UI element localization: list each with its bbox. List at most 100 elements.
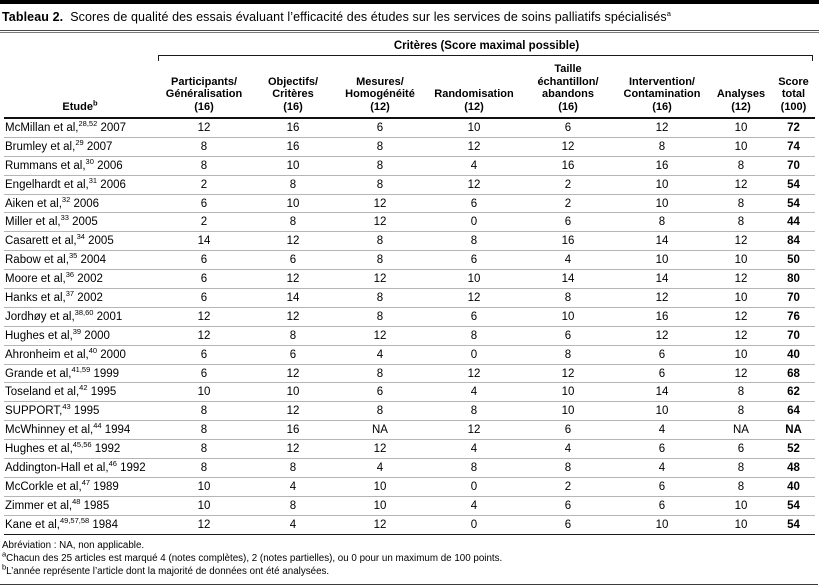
score-cell-participants: 12 (197, 310, 211, 323)
study-reference-marks: 37 (65, 289, 75, 299)
table-row: Zimmer et al,48 1985 10 8 10 4 6 6 10 54 (4, 496, 815, 515)
study-year: 2006 (70, 197, 100, 210)
score-cell-analyses: 12 (734, 273, 748, 286)
score-cell-mesures: 12 (373, 197, 387, 210)
score-cell-analyses: 8 (737, 386, 745, 399)
footnotes: Abréviation : NA, non applicable. aChacu… (2, 539, 815, 578)
score-cell-taille: 6 (564, 216, 572, 229)
score-cell-intervention: 4 (658, 424, 666, 437)
study-cell: Hanks et al,37 2002 (4, 289, 156, 308)
score-cell-mesures: 8 (376, 235, 384, 248)
score-cell-taille: 6 (564, 121, 572, 134)
footnote-b: bL’année représente l’article dont la ma… (2, 563, 815, 578)
study-reference-marks: 40 (88, 345, 98, 355)
study-year: 2007 (83, 140, 113, 153)
score-cell-objectifs: 16 (286, 140, 300, 153)
column-header-objectifs: Objectifs/ Critères (16) (267, 75, 319, 113)
score-cell-mesures: 8 (376, 291, 384, 304)
study-cell: Grande et al,41,59 1999 (4, 364, 156, 383)
score-cell-mesures: 12 (373, 443, 387, 456)
score-cell-randomisation: 4 (470, 159, 478, 172)
score-cell-intervention: 6 (658, 480, 666, 493)
study-name: McCorkle et al, (5, 480, 82, 493)
score-cell-taille: 6 (564, 424, 572, 437)
score-cell-participants: 2 (200, 178, 208, 191)
table-row: Brumley et al,29 2007 8 16 8 12 12 8 10 … (4, 137, 815, 156)
study-year: 1995 (70, 405, 100, 418)
score-cell-participants: 2 (200, 216, 208, 229)
score-cell-participants: 10 (197, 480, 211, 493)
bottom-rule-divider (0, 584, 818, 585)
score-cell-randomisation: 8 (470, 329, 478, 342)
study-cell: SUPPORT,43 1995 (4, 402, 156, 421)
score-cell-mesures: 10 (373, 480, 387, 493)
score-cell-analyses: 8 (737, 216, 745, 229)
score-cell-randomisation: 12 (467, 291, 481, 304)
score-cell-mesures: 8 (376, 254, 384, 267)
total-score-cell: 76 (787, 310, 800, 323)
column-header-etude: Etudeb (4, 61, 156, 118)
study-reference-marks: 30 (85, 156, 94, 166)
study-cell: Ahronheim et al,40 2000 (4, 345, 156, 364)
study-year: 2000 (97, 348, 126, 361)
score-cell-mesures: 12 (373, 518, 387, 531)
score-cell-participants: 6 (200, 291, 208, 304)
total-score-cell: 70 (787, 329, 800, 342)
total-score-cell: 70 (787, 291, 800, 304)
total-score-cell: 50 (787, 254, 800, 267)
score-cell-taille: 2 (564, 480, 572, 493)
total-score-cell: 48 (787, 461, 800, 474)
study-cell: Jordhøy et al,38,60 2001 (4, 307, 156, 326)
table-row: McCorkle et al,47 1989 10 4 10 0 2 6 8 4… (4, 477, 815, 496)
study-name: Engelhardt et al, (5, 178, 89, 191)
footnote-a: aChacun des 25 articles est marqué 4 (no… (2, 550, 815, 565)
score-cell-objectifs: 16 (286, 424, 300, 437)
total-score-cell: 70 (787, 159, 800, 172)
score-cell-taille: 10 (561, 386, 575, 399)
total-score-cell: 54 (787, 499, 800, 512)
score-cell-taille: 12 (561, 367, 575, 380)
score-cell-mesures: 8 (376, 159, 384, 172)
study-cell: Moore et al,36 2002 (4, 270, 156, 289)
total-score-cell: 84 (787, 235, 800, 248)
total-score-cell: 54 (787, 197, 800, 210)
table-row: Moore et al,36 2002 6 12 12 10 14 14 12 … (4, 269, 815, 289)
study-name: Grande et al, (5, 367, 72, 380)
score-cell-analyses: 12 (734, 178, 748, 191)
score-cell-taille: 8 (564, 461, 572, 474)
study-year: 1989 (90, 480, 119, 493)
title-rule-divider (0, 30, 819, 33)
table-row: Jordhøy et al,38,60 2001 12 12 8 6 10 16… (4, 307, 815, 326)
total-score-cell: 64 (787, 405, 800, 418)
score-cell-participants: 12 (197, 518, 211, 531)
study-name: Ahronheim et al, (5, 348, 89, 361)
study-cell: Rummans et al,30 2006 (4, 156, 156, 175)
study-cell: Zimmer et al,48 1985 (4, 496, 156, 515)
column-header-taille-echantillon: Taille échantillon/ abandons (16) (537, 63, 599, 113)
study-cell: Addington-Hall et al,46 1992 (4, 459, 156, 478)
study-name: Addington-Hall et al, (5, 461, 109, 474)
score-cell-mesures: 6 (376, 386, 384, 399)
study-cell: Kane et al,49,57,58 1984 (4, 515, 156, 534)
score-cell-mesures: 12 (373, 273, 387, 286)
score-cell-objectifs: 12 (286, 367, 300, 380)
study-reference-marks: 48 (72, 496, 81, 506)
study-name: Hanks et al, (5, 291, 66, 304)
score-cell-intervention: 6 (658, 443, 666, 456)
study-cell: McWhinney et al,44 1994 (4, 421, 156, 440)
study-name: Zimmer et al, (5, 499, 73, 512)
score-cell-objectifs: 6 (289, 348, 297, 361)
table-row: Engelhardt et al,31 2006 2 8 8 12 2 10 1… (4, 175, 815, 194)
study-cell: Miller et al,33 2005 (4, 213, 156, 232)
study-name: Brumley et al, (5, 140, 76, 153)
score-cell-randomisation: 0 (470, 480, 478, 493)
study-reference-marks: 49,57,58 (59, 515, 90, 525)
column-header-participants: Participants/ Généralisation (16) (165, 75, 243, 113)
score-cell-participants: 8 (200, 140, 208, 153)
score-cell-taille: 6 (564, 518, 572, 531)
score-cell-randomisation: 8 (470, 235, 478, 248)
score-cell-objectifs: 12 (286, 235, 300, 248)
score-cell-mesures: 12 (373, 329, 387, 342)
score-cell-analyses: 10 (734, 348, 748, 361)
